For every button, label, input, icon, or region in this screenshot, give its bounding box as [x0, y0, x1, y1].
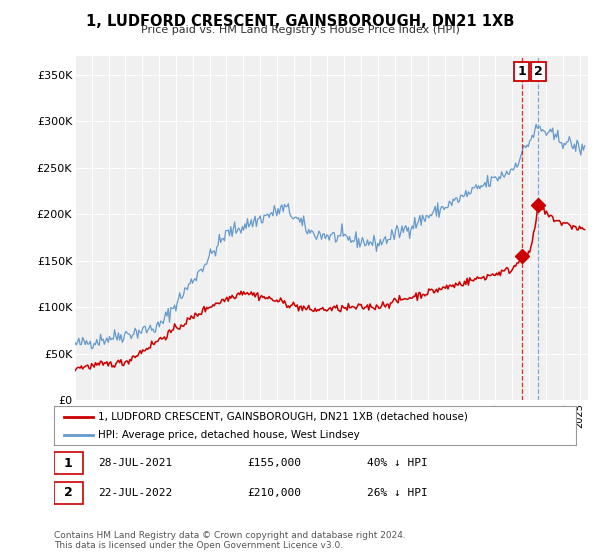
- Text: £210,000: £210,000: [247, 488, 301, 498]
- Text: 1: 1: [64, 457, 73, 470]
- Text: £155,000: £155,000: [247, 458, 301, 468]
- Bar: [54, 482, 83, 504]
- Text: HPI: Average price, detached house, West Lindsey: HPI: Average price, detached house, West…: [98, 430, 360, 440]
- Text: Price paid vs. HM Land Registry's House Price Index (HPI): Price paid vs. HM Land Registry's House …: [140, 25, 460, 35]
- Text: 28-JUL-2021: 28-JUL-2021: [98, 458, 173, 468]
- Text: 2: 2: [534, 65, 543, 78]
- Text: 2: 2: [64, 486, 73, 499]
- Text: 22-JUL-2022: 22-JUL-2022: [98, 488, 173, 498]
- Text: 1, LUDFORD CRESCENT, GAINSBOROUGH, DN21 1XB: 1, LUDFORD CRESCENT, GAINSBOROUGH, DN21 …: [86, 14, 514, 29]
- Text: 40% ↓ HPI: 40% ↓ HPI: [367, 458, 428, 468]
- Text: Contains HM Land Registry data © Crown copyright and database right 2024.
This d: Contains HM Land Registry data © Crown c…: [54, 531, 406, 550]
- Text: 26% ↓ HPI: 26% ↓ HPI: [367, 488, 428, 498]
- Text: 1, LUDFORD CRESCENT, GAINSBOROUGH, DN21 1XB (detached house): 1, LUDFORD CRESCENT, GAINSBOROUGH, DN21 …: [98, 412, 468, 422]
- Text: 1: 1: [517, 65, 526, 78]
- Bar: [54, 452, 83, 474]
